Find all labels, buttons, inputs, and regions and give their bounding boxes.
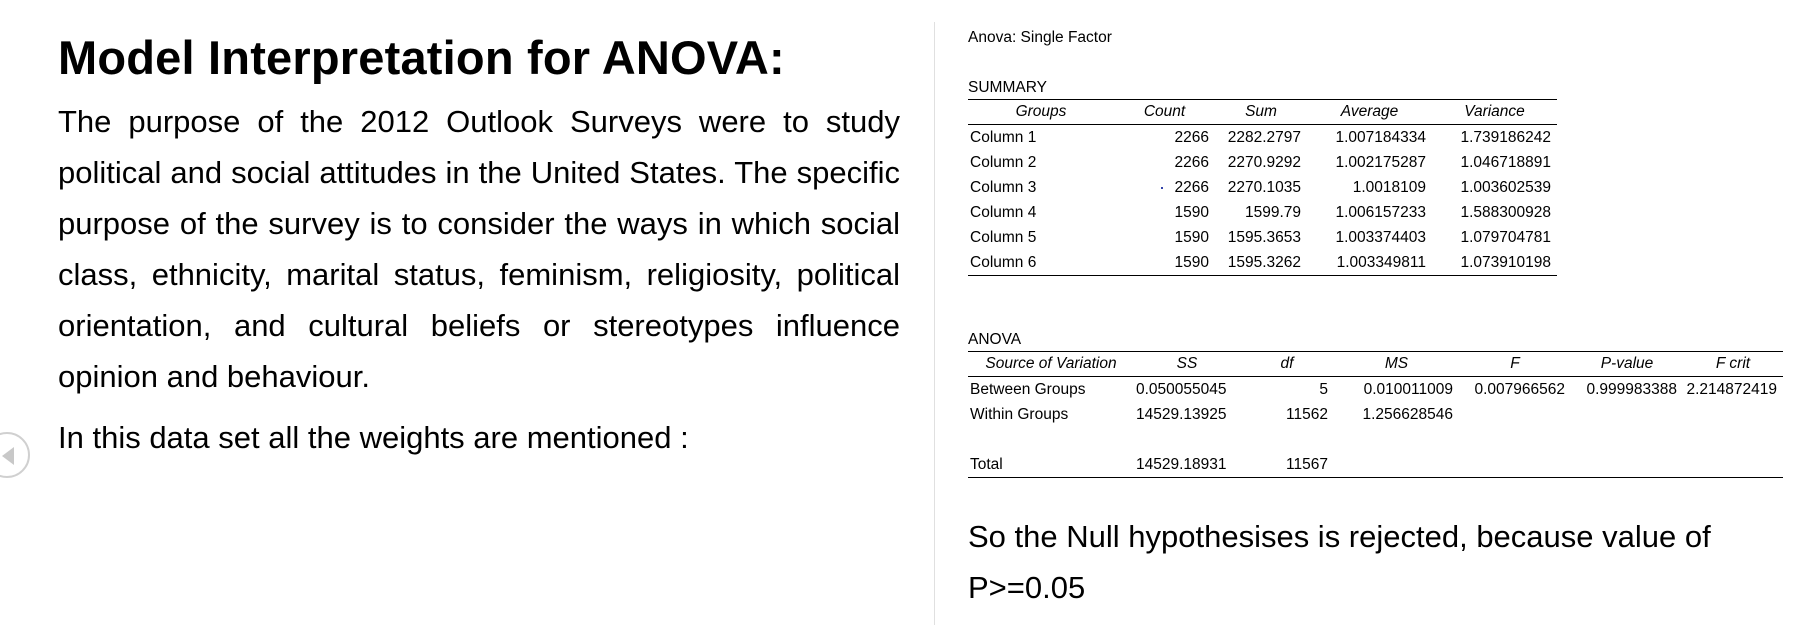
anova-table: Source of Variation SS df MS F P-value F… — [968, 351, 1783, 478]
table-cell: 0.007966562 — [1474, 380, 1565, 398]
table-cell: 1.003602539 — [1460, 178, 1551, 196]
table-row: Column 4 1590 1599.79 1.006157233 1.5883… — [968, 200, 1557, 225]
table-cell — [1334, 427, 1459, 452]
table-cell: 1599.79 — [1244, 203, 1301, 221]
table-cell — [1683, 402, 1783, 427]
table-cell — [1459, 427, 1571, 452]
chevron-left-icon — [2, 447, 14, 465]
table-cell: 1.588300928 — [1460, 203, 1551, 221]
table-cell: 0.999983388 — [1586, 380, 1677, 398]
table-cell: 1.073910198 — [1460, 253, 1551, 271]
table-cell: 2266 — [1174, 128, 1209, 146]
table-cell — [1571, 402, 1683, 427]
table-cell — [1240, 427, 1334, 452]
table-row: Column 6 1590 1595.3262 1.003349811 1.07… — [968, 250, 1557, 276]
table-cell: 1.003374403 — [1335, 228, 1426, 246]
table-cell — [1571, 427, 1683, 452]
table-cell: 1595.3262 — [1227, 253, 1301, 271]
table-cell: 1.079704781 — [1460, 228, 1551, 246]
summary-header-cell: Count — [1114, 99, 1215, 125]
table-cell: Column 6 — [970, 253, 1037, 271]
table-cell: 11562 — [1286, 405, 1328, 423]
previous-slide-button[interactable] — [0, 432, 30, 478]
table-cell: 2270.1035 — [1227, 178, 1301, 196]
column-divider — [934, 22, 935, 625]
table-cell: Between Groups — [970, 380, 1086, 398]
table-cell: 2282.2797 — [1227, 128, 1301, 146]
table-cell: 1.0018109 — [1352, 178, 1426, 196]
table-cell: Column 1 — [970, 128, 1037, 146]
summary-table: Groups Count Sum Average Variance Column… — [968, 99, 1557, 276]
table-cell: 1.006157233 — [1335, 203, 1426, 221]
table-cell: 0.050055045 — [1136, 380, 1227, 398]
table-cell — [1134, 427, 1240, 452]
anova-header-cell: P-value — [1571, 351, 1683, 377]
table-cell: Total — [970, 455, 1003, 473]
summary-header-cell: Variance — [1432, 99, 1557, 125]
table-cell: 0.010011009 — [1363, 380, 1453, 398]
table-cell: Column 5 — [970, 228, 1037, 246]
table-cell: 1.002175287 — [1335, 153, 1426, 171]
summary-label: SUMMARY — [968, 79, 1047, 96]
table-row: Column 2 2266 2270.9292 1.002175287 1.04… — [968, 150, 1557, 175]
table-cell: 1590 — [1174, 228, 1209, 246]
table-row: Column 3 2266 2270.1035 1.0018109 1.0036… — [968, 175, 1557, 200]
table-row: Total 14529.18931 11567 — [968, 452, 1783, 478]
table-cell: 1.739186242 — [1460, 128, 1551, 146]
table-cell: 2266 — [1174, 153, 1209, 171]
table-cell: 1.007184334 — [1335, 128, 1426, 146]
anova-header-cell: MS — [1334, 351, 1459, 377]
table-cell — [1571, 452, 1683, 478]
anova-output: Anova: Single Factor SUMMARY Groups Coun… — [968, 26, 1788, 478]
table-row: Between Groups 0.050055045 5 0.010011009… — [968, 377, 1783, 403]
summary-header-cell: Groups — [968, 99, 1114, 125]
summary-header-cell: Sum — [1215, 99, 1307, 125]
table-cell — [1334, 452, 1459, 478]
table-cell: 2270.9292 — [1227, 153, 1301, 171]
table-cell: Column 3 — [970, 178, 1037, 196]
table-cell: 1.003349811 — [1336, 253, 1426, 271]
anova-label: ANOVA — [968, 331, 1022, 348]
table-cell: Column 4 — [970, 203, 1037, 221]
table-cell: 14529.13925 — [1136, 405, 1227, 423]
table-cell: 2.214872419 — [1686, 380, 1777, 398]
weights-paragraph: In this data set all the weights are men… — [58, 420, 689, 455]
table-row — [968, 427, 1783, 452]
table-cell — [968, 427, 1134, 452]
table-cell: 11567 — [1286, 455, 1328, 473]
table-cell: Column 2 — [970, 153, 1037, 171]
anova-header-row: Source of Variation SS df MS F P-value F… — [968, 351, 1783, 377]
table-cell: 1595.3653 — [1227, 228, 1301, 246]
anova-header-cell: Source of Variation — [968, 351, 1134, 377]
anova-header-cell: df — [1240, 351, 1334, 377]
summary-header-cell: Average — [1307, 99, 1432, 125]
table-cell — [1459, 402, 1571, 427]
anova-header-cell: SS — [1134, 351, 1240, 377]
table-cell: 14529.18931 — [1136, 455, 1227, 473]
slide-left-column: Model Interpretation for ANOVA: The purp… — [58, 28, 900, 463]
table-cell — [1683, 427, 1783, 452]
table-cell: 5 — [1319, 380, 1328, 398]
table-cell: 1590 — [1174, 253, 1209, 271]
anova-heading: Anova: Single Factor — [968, 29, 1112, 46]
anova-header-cell: F crit — [1683, 351, 1783, 377]
anova-header-cell: F — [1459, 351, 1571, 377]
table-cell: 1.046718891 — [1460, 153, 1551, 171]
table-row: Column 1 2266 2282.2797 1.007184334 1.73… — [968, 125, 1557, 151]
table-cell — [1459, 452, 1571, 478]
table-cell: 1.256628546 — [1362, 405, 1453, 423]
table-cell — [1683, 452, 1783, 478]
conclusion-text: So the Null hypothesises is rejected, be… — [968, 519, 1711, 605]
slide-title: Model Interpretation for ANOVA: — [58, 31, 785, 84]
table-row: Within Groups 14529.13925 11562 1.256628… — [968, 402, 1783, 427]
table-cell: 1590 — [1174, 203, 1209, 221]
purpose-paragraph: The purpose of the 2012 Outlook Surveys … — [58, 104, 900, 394]
summary-header-row: Groups Count Sum Average Variance — [968, 99, 1557, 125]
table-row: Column 5 1590 1595.3653 1.003374403 1.07… — [968, 225, 1557, 250]
table-cell: Within Groups — [970, 405, 1069, 423]
table-cell: 2266 — [1174, 178, 1209, 196]
stray-dot — [1161, 187, 1163, 189]
